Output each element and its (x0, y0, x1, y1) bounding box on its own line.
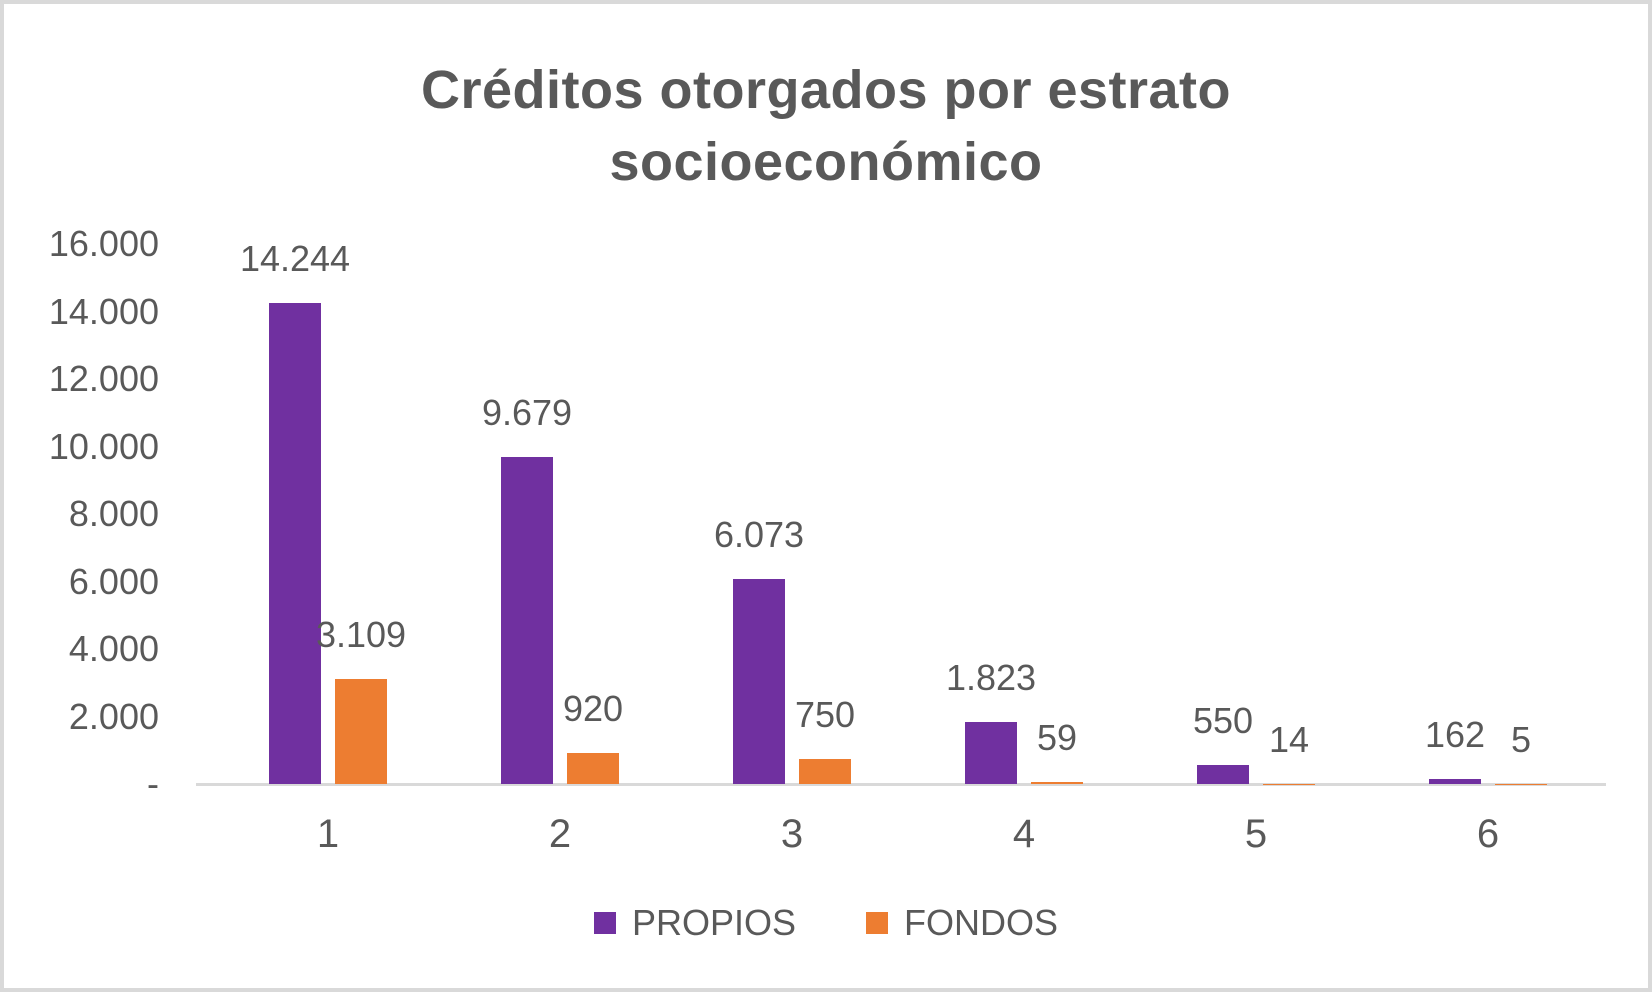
data-label-fondos-cat3: 750 (794, 693, 856, 735)
bar-propios-cat6[interactable] (1429, 778, 1481, 784)
plot-area: 16.000 14.000 12.000 10.000 8.000 6.000 4.000 2… (49, 226, 1606, 856)
legend-label-fondos: FONDOS (904, 902, 1059, 943)
bar-group-2: 9.679 920 2 (444, 244, 676, 856)
bar-propios-cat4[interactable] (965, 722, 1017, 784)
bar-propios-cat2[interactable] (501, 457, 553, 784)
bar-group-6: 162 5 6 (1372, 244, 1604, 856)
legend-swatch-propios (593, 912, 616, 934)
bar-fondos-cat1[interactable] (335, 679, 387, 784)
x-category-label-2: 2 (548, 812, 572, 856)
data-label-propios-cat6: 162 (1424, 713, 1486, 755)
y-tick-label: 4.000 (68, 628, 159, 669)
bar-propios-cat5[interactable] (1197, 765, 1249, 784)
data-label-fondos-cat2: 920 (562, 687, 624, 729)
legend: PROPIOS FONDOS (4, 902, 1648, 944)
data-label-fondos-cat5: 14 (1268, 718, 1310, 760)
data-label-fondos-cat6: 5 (1510, 718, 1532, 760)
x-category-label-5: 5 (1244, 812, 1268, 856)
legend-item-fondos[interactable]: FONDOS (866, 902, 1058, 944)
legend-label-propios: PROPIOS (631, 902, 797, 943)
x-category-label-4: 4 (1012, 812, 1036, 856)
legend-swatch-fondos (866, 912, 889, 934)
x-category-label-1: 1 (316, 812, 340, 856)
bar-group-5: 550 14 5 (1140, 244, 1372, 856)
bar-propios-cat1[interactable] (269, 303, 321, 784)
bar-fondos-cat2[interactable] (567, 752, 619, 784)
y-tick-label: 16.000 (48, 223, 159, 264)
y-tick-label: 14.000 (48, 290, 159, 332)
chart-title: Créditos otorgados por estrato socioecon… (420, 60, 1232, 192)
bar-group-1: 14.244 3.109 1 (212, 240, 444, 856)
bar-group-4: 1.823 59 4 (908, 244, 1140, 856)
y-tick-label: 2.000 (68, 695, 159, 737)
y-tick-label: 6.000 (68, 560, 159, 602)
bar-propios-cat3[interactable] (733, 579, 785, 784)
data-label-propios-cat3: 6.073 (713, 514, 805, 556)
x-axis-line (196, 783, 1606, 786)
x-category-label-3: 3 (780, 812, 804, 856)
data-label-propios-cat5: 550 (1192, 700, 1254, 742)
data-label-propios-cat2: 9.679 (481, 392, 573, 434)
bar-group-3: 6.073 750 3 (676, 244, 908, 856)
data-label-propios-cat1: 14.244 (239, 238, 351, 280)
bar-fondos-cat4[interactable] (1031, 782, 1083, 784)
x-category-label-6: 6 (1476, 812, 1500, 856)
data-label-propios-cat4: 1.823 (945, 657, 1037, 699)
y-tick-label: 10.000 (48, 425, 159, 467)
y-tick-label: 12.000 (48, 358, 159, 399)
legend-item-propios[interactable]: PROPIOS (593, 902, 797, 944)
y-tick-label: - (147, 763, 159, 804)
data-label-fondos-cat1: 3.109 (315, 614, 407, 656)
y-tick-label: 8.000 (68, 493, 159, 534)
data-label-fondos-cat4: 59 (1036, 717, 1078, 759)
bar-fondos-cat3[interactable] (799, 758, 851, 784)
